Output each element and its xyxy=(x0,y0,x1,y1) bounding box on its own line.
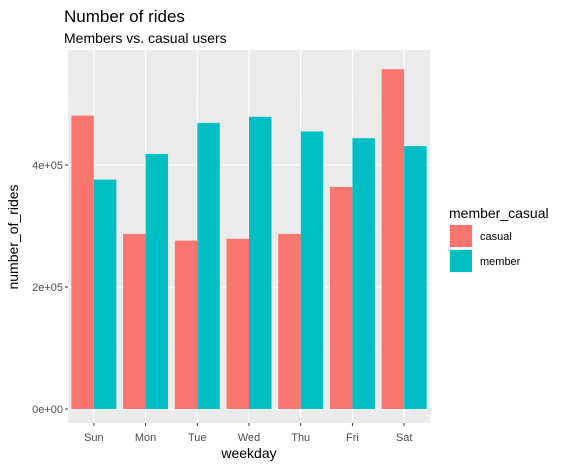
bar-member-wed xyxy=(249,116,272,409)
bar-member-sun xyxy=(93,179,117,409)
legend: member_casual casual member xyxy=(449,205,549,273)
bar-casual-wed xyxy=(226,238,249,409)
bar-member-tue xyxy=(197,122,220,409)
legend-swatch-member xyxy=(450,250,472,272)
x-tick-label: Sat xyxy=(396,432,413,444)
x-axis-title: weekday xyxy=(220,445,276,461)
y-tick-label: 0e+00 xyxy=(32,404,63,416)
bar-casual-sat xyxy=(381,69,405,409)
legend-title: member_casual xyxy=(449,205,549,221)
bar-member-mon xyxy=(145,154,169,409)
x-tick-label: Mon xyxy=(135,432,156,444)
bar-casual-tue xyxy=(174,240,198,409)
bar-casual-mon xyxy=(123,233,146,409)
legend-label-casual: casual xyxy=(480,231,512,243)
legend-swatch-casual xyxy=(450,225,472,247)
bar-casual-fri xyxy=(329,186,353,409)
chart-title: Number of rides xyxy=(64,7,185,26)
x-axis: Sun Mon Tue Wed Thu Fri Sat xyxy=(84,423,412,444)
x-tick-label: Sun xyxy=(84,432,104,444)
bar-member-fri xyxy=(352,138,375,409)
y-axis: 0e+00 2e+05 4e+05 xyxy=(32,160,68,416)
legend-label-member: member xyxy=(480,256,521,268)
y-axis-title: number_of_rides xyxy=(5,184,21,289)
bars xyxy=(71,69,427,409)
x-tick-label: Tue xyxy=(188,432,207,444)
y-tick-label: 2e+05 xyxy=(32,282,63,294)
bar-casual-sun xyxy=(71,115,94,409)
bar-member-thu xyxy=(300,131,324,409)
x-tick-label: Wed xyxy=(238,432,260,444)
x-tick-label: Thu xyxy=(291,432,310,444)
bar-member-sat xyxy=(404,146,427,409)
y-tick-label: 4e+05 xyxy=(32,160,63,172)
x-tick-label: Fri xyxy=(346,432,359,444)
chart-subtitle: Members vs. casual users xyxy=(64,30,227,46)
bar-casual-thu xyxy=(278,233,301,409)
